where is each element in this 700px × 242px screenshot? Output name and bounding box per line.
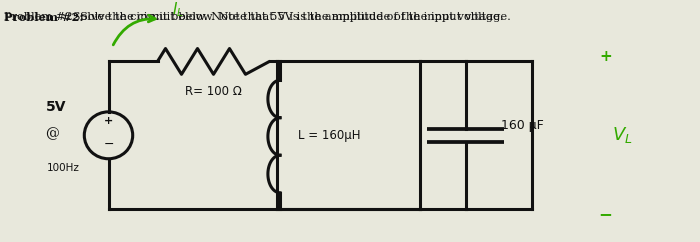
Text: −: − [104, 138, 113, 151]
Text: −: − [598, 205, 612, 223]
Text: @: @ [46, 126, 60, 140]
Text: +: + [104, 116, 113, 126]
Text: $I_L$: $I_L$ [172, 0, 183, 19]
Text: L = 160μH: L = 160μH [298, 129, 360, 142]
Text: 160 μF: 160 μF [500, 119, 543, 132]
Text: Solve the circuit below. Note that 5V is the amplitude of the input voltage.: Solve the circuit below. Note that 5V is… [69, 12, 503, 22]
Text: 5V: 5V [46, 100, 66, 114]
Text: Problem #2: Solve the circuit below. Note that 5V is the amplitude of the input : Problem #2: Solve the circuit below. Not… [4, 12, 510, 22]
Text: $V_L$: $V_L$ [612, 125, 633, 145]
Text: 100Hz: 100Hz [47, 163, 79, 173]
Text: Problem #2:: Problem #2: [4, 12, 83, 23]
Text: +: + [599, 49, 612, 64]
Text: R= 100 Ω: R= 100 Ω [185, 85, 242, 98]
